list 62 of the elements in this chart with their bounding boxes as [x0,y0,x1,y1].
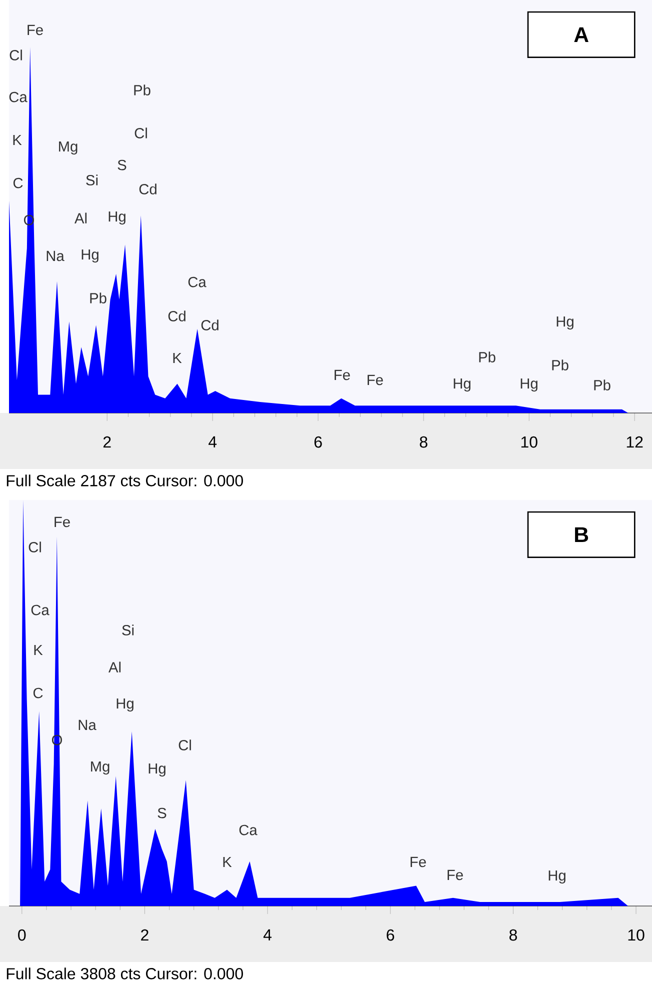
x-tick-label: 4 [208,436,216,448]
text: Fe [28,24,43,36]
x-tick-label: 4 [263,929,272,940]
annotation: Ca [31,604,50,616]
x-tick-label: 0 [18,929,26,941]
x-tick-label: 12 [626,436,643,448]
annotation: Hg [148,763,166,777]
annotation: Cd [201,320,218,330]
x-tick-label: 2 [103,436,111,448]
annotation: Al [74,212,86,224]
annotation: C [13,178,23,188]
annotation: Hg [82,249,98,263]
text: Full Scale 3808 cts Cursor: 0.000 [6,968,243,980]
x-tick-label: 2 [140,929,148,941]
annotation: Pb [479,352,496,362]
annotation: Cl [28,542,41,552]
x-tick-label: 10 [628,929,644,941]
annotation: C [33,688,43,698]
annotation: Hg [108,211,126,225]
annotation: S [118,160,126,170]
annotation: Mg [58,141,78,155]
annotation: Hg [556,316,574,330]
annotation: Cd [168,310,186,322]
annotation: K [13,134,22,146]
annotation: Ca [239,824,258,836]
annotation: Hg [520,378,538,392]
annotation: S [158,808,166,818]
annotation: Si [86,174,98,186]
annotation: Si [122,624,134,636]
annotation: Hg [454,378,470,392]
annotation: K [173,352,182,364]
text: B [574,527,588,542]
annotation: Cl [178,740,191,750]
annotation: Al [108,662,120,672]
annotation: Fe [334,370,350,380]
annotation: Hg [548,870,566,884]
annotation: Fe [410,856,426,868]
annotation: Na [78,720,96,730]
annotation: Pb [594,380,610,390]
text: Full Scale 2187 cts Cursor: 0.000 [6,474,243,486]
x-tick-label: 8 [509,929,517,941]
annotation: Na [46,250,64,262]
x-tick-label: 6 [386,929,394,941]
x-tick-label: 8 [420,436,428,448]
annotation: Fe [54,516,70,528]
annotation: K [223,856,232,868]
annotation: Fe [368,374,383,386]
x-tick-label: 10 [521,436,538,448]
annotation: Cl [10,50,22,60]
annotation: Ca [188,276,206,288]
annotation: Pb [90,292,106,304]
annotation: Cl [134,128,147,138]
annotation: Pb [552,360,568,370]
chart-title: A [574,27,588,42]
annotation: Ca [9,92,28,102]
annotation: Mg [90,761,110,775]
annotation: Fe [448,870,463,880]
annotation: Hg [116,698,134,712]
x-tick-label: 6 [314,436,322,448]
annotation: K [34,644,43,656]
annotation: Cd [139,184,156,194]
annotation: Pb [134,84,150,96]
